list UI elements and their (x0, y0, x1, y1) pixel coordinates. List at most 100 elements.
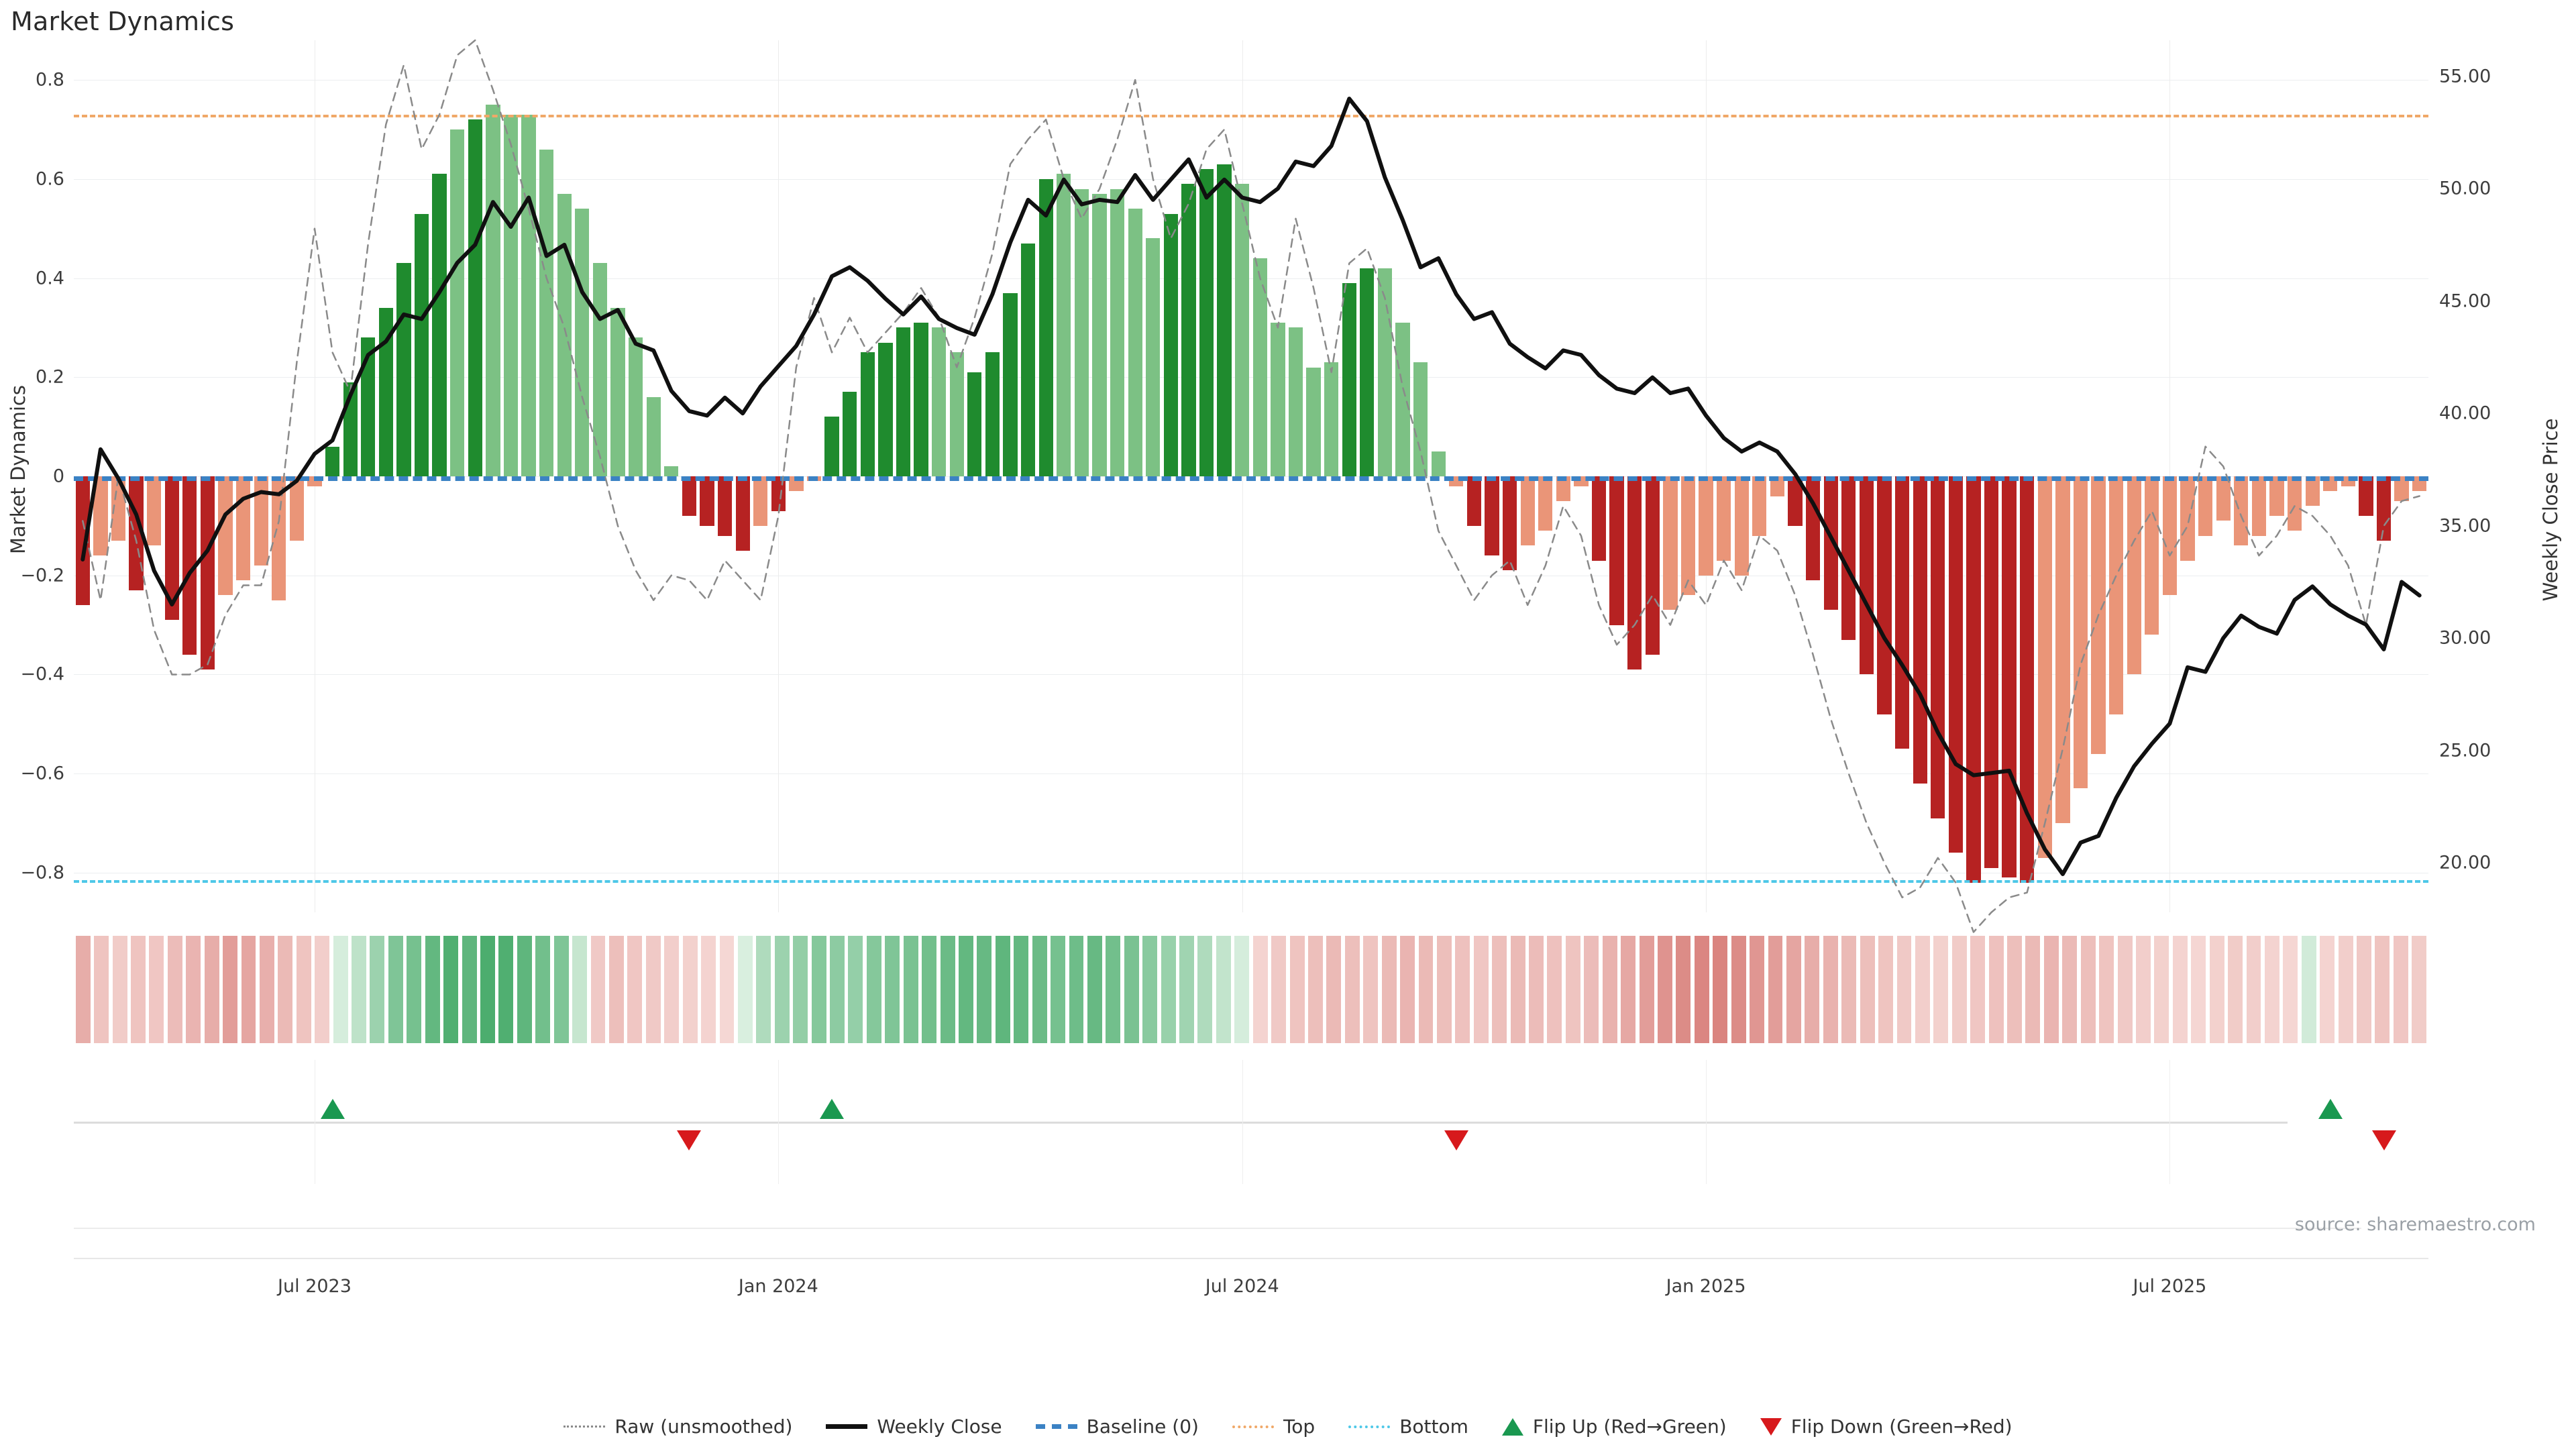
dynamics-bar (75, 476, 90, 606)
heat-cell (1326, 936, 1342, 1043)
y-axis-tick-label-right: 25.00 (2439, 740, 2491, 761)
dynamics-bar (878, 342, 893, 476)
dynamics-bar (1092, 193, 1107, 476)
dynamics-bar (468, 119, 482, 476)
heat-cell (167, 936, 182, 1043)
heat-cell (315, 936, 330, 1043)
heat-cell (112, 936, 127, 1043)
heat-cell (793, 936, 808, 1043)
dynamics-bar (1502, 476, 1517, 571)
dynamics-bar (1146, 238, 1161, 476)
legend-item[interactable]: Weekly Close (826, 1415, 1002, 1438)
y-axis-tick-label-right: 40.00 (2439, 402, 2491, 424)
heat-cell (2283, 936, 2298, 1043)
dynamics-bar (932, 327, 947, 476)
dynamics-bar (2251, 476, 2267, 536)
flip-up-marker[interactable] (320, 1099, 345, 1119)
legend-item[interactable]: Raw (unsmoothed) (564, 1415, 792, 1438)
gridline-vertical (2169, 1060, 2171, 1184)
dynamics-bar (2234, 476, 2249, 546)
heat-cell (2320, 936, 2335, 1043)
dynamics-bar (2073, 476, 2088, 789)
legend-item[interactable]: Top (1232, 1415, 1315, 1438)
dynamics-bar (896, 327, 911, 476)
heat-cell (1731, 936, 1746, 1043)
top-reference-line (74, 114, 2428, 117)
y-axis-tick-label-left: 0 (52, 466, 64, 487)
heat-cell (719, 936, 735, 1043)
heat-cell (1639, 936, 1654, 1043)
flip-down-marker[interactable] (1444, 1130, 1468, 1150)
dynamics-bar (1110, 189, 1125, 476)
dynamics-bar (414, 213, 429, 476)
dynamics-bar (771, 476, 786, 511)
dynamics-bar (1877, 476, 1892, 714)
dynamics-bar (700, 476, 714, 526)
dynamics-bar (2020, 476, 2035, 883)
heat-cell (627, 936, 643, 1043)
triangle-up-green-icon (1501, 1417, 1523, 1436)
dynamics-bar (503, 114, 519, 476)
heat-cell (1161, 936, 1176, 1043)
y-axis-tick-label-left: 0.8 (36, 69, 64, 91)
dynamics-bar (1252, 258, 1267, 476)
dynamics-bar (2216, 476, 2231, 521)
flip-up-marker[interactable] (820, 1099, 845, 1119)
heat-cell (94, 936, 109, 1043)
dynamics-bar (2180, 476, 2195, 561)
dynamics-bar (1485, 476, 1499, 556)
legend-item[interactable]: Bottom (1348, 1415, 1468, 1438)
gridline-vertical (778, 1060, 780, 1184)
heat-cell (977, 936, 992, 1043)
dynamics-bar (432, 174, 447, 476)
heat-cell (1510, 936, 1525, 1043)
dynamics-bar (2037, 476, 2052, 858)
dynamics-bar (361, 337, 376, 476)
dynamics-bar (521, 114, 536, 476)
heat-cell (1051, 936, 1066, 1043)
dynamics-bar (1360, 268, 1375, 476)
legend-item-label: Raw (unsmoothed) (614, 1415, 793, 1438)
dynamics-bar (1288, 327, 1303, 476)
dynamics-bar (1431, 451, 1446, 476)
dynamics-bar (2162, 476, 2178, 596)
dynamics-bar (2287, 476, 2302, 531)
heat-cell (885, 936, 900, 1043)
dynamics-bar (682, 476, 697, 517)
dotted-line-cyan-icon (1348, 1425, 1391, 1428)
heat-cell (1565, 936, 1580, 1043)
flip-up-marker[interactable] (2318, 1099, 2343, 1119)
dynamics-bar (1913, 476, 1927, 784)
x-axis-tick-label: Jul 2023 (278, 1276, 352, 1297)
chart-legend: Raw (unsmoothed) Weekly Close Baseline (0)… (0, 1415, 2576, 1438)
heat-cell (608, 936, 624, 1043)
heat-cell (2154, 936, 2169, 1043)
dynamics-bar (1805, 476, 1821, 581)
heat-cell (664, 936, 680, 1043)
heat-cell (1492, 936, 1507, 1043)
heat-cell (1400, 936, 1415, 1043)
legend-item[interactable]: Baseline (0) (1035, 1415, 1199, 1438)
heat-cell (2117, 936, 2133, 1043)
dynamics-bar (1163, 213, 1178, 476)
flip-down-marker[interactable] (2371, 1130, 2396, 1150)
heat-cell (1768, 936, 1783, 1043)
heat-cell (645, 936, 661, 1043)
dynamics-bar (592, 263, 608, 476)
y-axis-tick-label-right: 30.00 (2439, 627, 2491, 649)
dynamics-bar (843, 392, 857, 476)
legend-item[interactable]: Flip Up (Red→Green) (1501, 1415, 1727, 1438)
dynamics-bar (1324, 362, 1339, 476)
heat-cell (2264, 936, 2279, 1043)
heat-cell (535, 936, 551, 1043)
flip-down-marker[interactable] (677, 1130, 702, 1150)
y-axis-tick-label-right: 20.00 (2439, 852, 2491, 873)
heat-cell (462, 936, 477, 1043)
page-title: Market Dynamics (11, 7, 235, 36)
heat-cell (1179, 936, 1194, 1043)
x-axis-tick-label: Jan 2024 (738, 1276, 818, 1297)
dynamics-bar (450, 129, 465, 476)
heat-cell (2191, 936, 2206, 1043)
legend-item[interactable]: Flip Down (Green→Red) (1760, 1415, 2012, 1438)
dynamics-bar (2091, 476, 2106, 754)
